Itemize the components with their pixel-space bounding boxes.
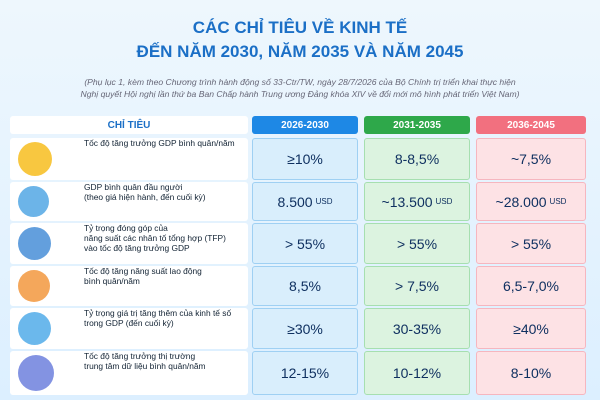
column-header: 2036-2045 xyxy=(476,116,586,134)
row-label-line: trung tâm dữ liệu bình quân/năm xyxy=(84,361,206,371)
row-label-line: GDP bình quân đầu người xyxy=(84,182,183,192)
value-cell: ≥30% xyxy=(252,308,358,349)
value-text: USD xyxy=(315,197,333,206)
row-icon xyxy=(18,142,52,176)
row-label-line: Tỷ trọng đóng góp của xyxy=(84,223,168,233)
value-cell: 8.500 USD xyxy=(252,182,358,221)
value-text: USD xyxy=(435,197,453,206)
column-header: 2026-2030 xyxy=(252,116,358,134)
value-text: ~7,5% xyxy=(510,151,552,167)
value-cell: 6,5-7,0% xyxy=(476,266,586,306)
row-label-line: năng suất các nhân tố tổng hợp (TFP) xyxy=(84,233,226,243)
value-cell: 10-12% xyxy=(364,351,470,395)
value-text: 8-8,5% xyxy=(394,151,440,167)
value-text: ~28.000 xyxy=(495,193,547,210)
row-label: GDP bình quân đầu người (theo giá hiện hà… xyxy=(10,182,248,221)
row-icon xyxy=(18,312,51,345)
row-label-line: (theo giá hiện hành, đến cuối kỳ) xyxy=(84,192,206,202)
row-icon xyxy=(18,186,49,217)
row-label-line: Tỷ trọng giá trị tăng thêm của kinh tế s… xyxy=(84,308,232,318)
subtitle-line: Nghị quyết Hội nghị lần thứ ba Ban Chấp … xyxy=(80,89,520,99)
value-text: ≥30% xyxy=(287,320,323,337)
row-label: Tỷ trọng giá trị tăng thêm của kinh tế s… xyxy=(10,308,248,349)
value-text: > 55% xyxy=(510,235,552,252)
value-text: 8.500 xyxy=(277,193,313,210)
title-line: ĐẾN NĂM 2030, NĂM 2035 VÀ NĂM 2045 xyxy=(136,42,464,61)
value-text: USD xyxy=(549,197,567,206)
row-label-line: Tốc độ tăng trưởng thị trường xyxy=(84,351,196,361)
value-cell: > 55% xyxy=(252,223,358,264)
value-text: ≥10% xyxy=(287,151,323,167)
value-text: > 55% xyxy=(284,235,326,252)
value-cell: 8-10% xyxy=(476,351,586,395)
value-cell: 8,5% xyxy=(252,266,358,306)
value-text: 8-10% xyxy=(510,365,552,381)
value-text: 10-12% xyxy=(392,365,442,381)
row-label-line: vào tốc độ tăng trưởng GDP xyxy=(84,243,190,253)
value-text: ≥40% xyxy=(513,320,549,337)
value-text: 6,5-7,0% xyxy=(502,278,560,294)
subtitle-line: (Phụ lục 1, kèm theo Chương trình hành đ… xyxy=(84,77,516,87)
value-text: 8,5% xyxy=(289,278,321,294)
value-text: ~13.500 xyxy=(381,193,433,210)
row-label: Tỷ trọng đóng góp của năng suất các nhân … xyxy=(10,223,248,264)
row-icon xyxy=(18,227,51,260)
value-cell: ≥40% xyxy=(476,308,586,349)
value-cell: ~13.500 USD xyxy=(364,182,470,221)
value-cell: ≥10% xyxy=(252,138,358,180)
row-icon xyxy=(18,270,50,302)
value-cell: 30-35% xyxy=(364,308,470,349)
row-label-line: Tốc độ tăng trưởng GDP bình quân/năm xyxy=(84,138,235,148)
value-text: 12-15% xyxy=(280,365,330,381)
title-line: CÁC CHỈ TIÊU VỀ KINH TẾ xyxy=(192,18,408,37)
column-header: CHỈ TIÊU xyxy=(10,116,248,134)
value-text: > 7,5% xyxy=(395,278,439,294)
row-label-line: bình quân/năm xyxy=(84,276,140,286)
value-cell: 12-15% xyxy=(252,351,358,395)
value-cell: ~7,5% xyxy=(476,138,586,180)
row-icon xyxy=(18,355,54,391)
row-label-line: Tốc độ tăng năng suất lao động xyxy=(84,266,202,276)
row-label-line: trong GDP (đến cuối kỳ) xyxy=(84,318,174,328)
value-text: 30-35% xyxy=(392,320,442,337)
value-cell: 8-8,5% xyxy=(364,138,470,180)
column-header: 2031-2035 xyxy=(364,116,470,134)
value-text: > 55% xyxy=(396,235,438,252)
value-cell: > 7,5% xyxy=(364,266,470,306)
value-cell: ~28.000 USD xyxy=(476,182,586,221)
value-cell: > 55% xyxy=(476,223,586,264)
value-cell: > 55% xyxy=(364,223,470,264)
